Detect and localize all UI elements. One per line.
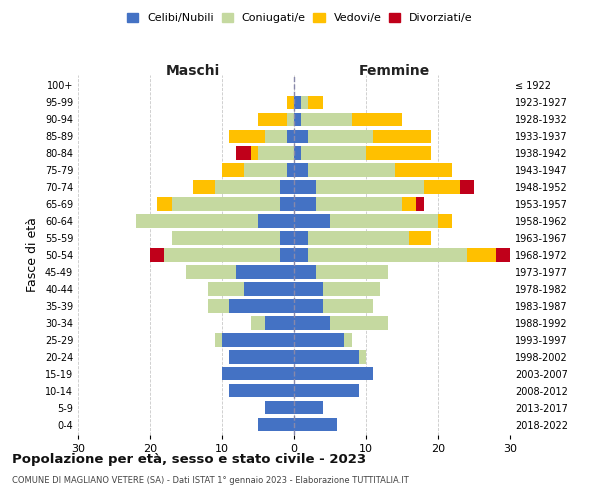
Bar <box>373 130 431 143</box>
Bar <box>316 266 388 278</box>
Bar <box>301 112 352 126</box>
Bar <box>193 180 215 194</box>
Bar <box>438 214 452 228</box>
Bar <box>402 198 416 210</box>
Bar <box>222 367 294 380</box>
Bar <box>294 282 323 296</box>
Bar <box>244 164 287 176</box>
Text: Femmine: Femmine <box>359 64 430 78</box>
Bar <box>409 232 431 244</box>
Bar <box>308 248 467 262</box>
Bar <box>208 282 244 296</box>
Bar <box>186 266 236 278</box>
Bar <box>323 300 373 312</box>
Bar <box>287 112 294 126</box>
Bar <box>229 300 294 312</box>
Bar <box>294 367 373 380</box>
Bar <box>229 384 294 398</box>
Bar <box>265 401 294 414</box>
Text: Maschi: Maschi <box>166 64 220 78</box>
Bar <box>344 334 352 346</box>
Bar <box>280 248 294 262</box>
Bar <box>308 130 373 143</box>
Bar <box>208 300 229 312</box>
Bar <box>294 418 337 432</box>
Bar <box>294 384 359 398</box>
Bar <box>136 214 258 228</box>
Bar <box>294 232 308 244</box>
Y-axis label: Fasce di età: Fasce di età <box>26 218 39 292</box>
Bar <box>323 282 380 296</box>
Bar <box>164 248 280 262</box>
Bar <box>294 146 301 160</box>
Bar <box>287 96 294 109</box>
Text: Popolazione per età, sesso e stato civile - 2023: Popolazione per età, sesso e stato civil… <box>12 452 366 466</box>
Bar <box>352 112 402 126</box>
Bar <box>222 334 294 346</box>
Bar <box>359 350 366 364</box>
Bar <box>229 350 294 364</box>
Bar <box>294 300 323 312</box>
Bar <box>258 112 287 126</box>
Bar <box>460 180 474 194</box>
Bar <box>294 401 323 414</box>
Bar <box>294 112 301 126</box>
Bar <box>280 232 294 244</box>
Bar <box>467 248 496 262</box>
Bar <box>215 334 222 346</box>
Bar <box>294 334 344 346</box>
Bar <box>236 146 251 160</box>
Bar <box>316 180 424 194</box>
Bar <box>287 164 294 176</box>
Bar <box>258 146 294 160</box>
Bar <box>294 350 359 364</box>
Bar <box>222 164 244 176</box>
Bar <box>229 130 265 143</box>
Bar <box>265 316 294 330</box>
Bar <box>244 282 294 296</box>
Bar <box>150 248 164 262</box>
Bar <box>308 164 395 176</box>
Bar <box>308 232 409 244</box>
Bar <box>294 266 316 278</box>
Bar <box>330 316 388 330</box>
Bar <box>301 146 366 160</box>
Bar <box>172 198 280 210</box>
Bar <box>157 198 172 210</box>
Bar <box>258 214 294 228</box>
Bar <box>172 232 280 244</box>
Bar <box>294 316 330 330</box>
Bar <box>265 130 287 143</box>
Legend: Celibi/Nubili, Coniugati/e, Vedovi/e, Divorziati/e: Celibi/Nubili, Coniugati/e, Vedovi/e, Di… <box>125 10 475 26</box>
Bar <box>316 198 402 210</box>
Bar <box>294 214 330 228</box>
Bar <box>496 248 510 262</box>
Bar <box>294 198 316 210</box>
Bar <box>280 198 294 210</box>
Bar <box>330 214 438 228</box>
Bar <box>294 130 308 143</box>
Text: COMUNE DI MAGLIANO VETERE (SA) - Dati ISTAT 1° gennaio 2023 - Elaborazione TUTTI: COMUNE DI MAGLIANO VETERE (SA) - Dati IS… <box>12 476 409 485</box>
Bar <box>294 180 316 194</box>
Bar <box>251 316 265 330</box>
Bar <box>258 418 294 432</box>
Bar <box>416 198 424 210</box>
Bar <box>294 248 308 262</box>
Bar <box>395 164 452 176</box>
Bar <box>294 164 308 176</box>
Bar <box>301 96 308 109</box>
Bar <box>251 146 258 160</box>
Bar <box>280 180 294 194</box>
Bar <box>215 180 280 194</box>
Bar <box>308 96 323 109</box>
Bar <box>366 146 431 160</box>
Bar <box>424 180 460 194</box>
Bar <box>294 96 301 109</box>
Bar <box>236 266 294 278</box>
Bar <box>287 130 294 143</box>
